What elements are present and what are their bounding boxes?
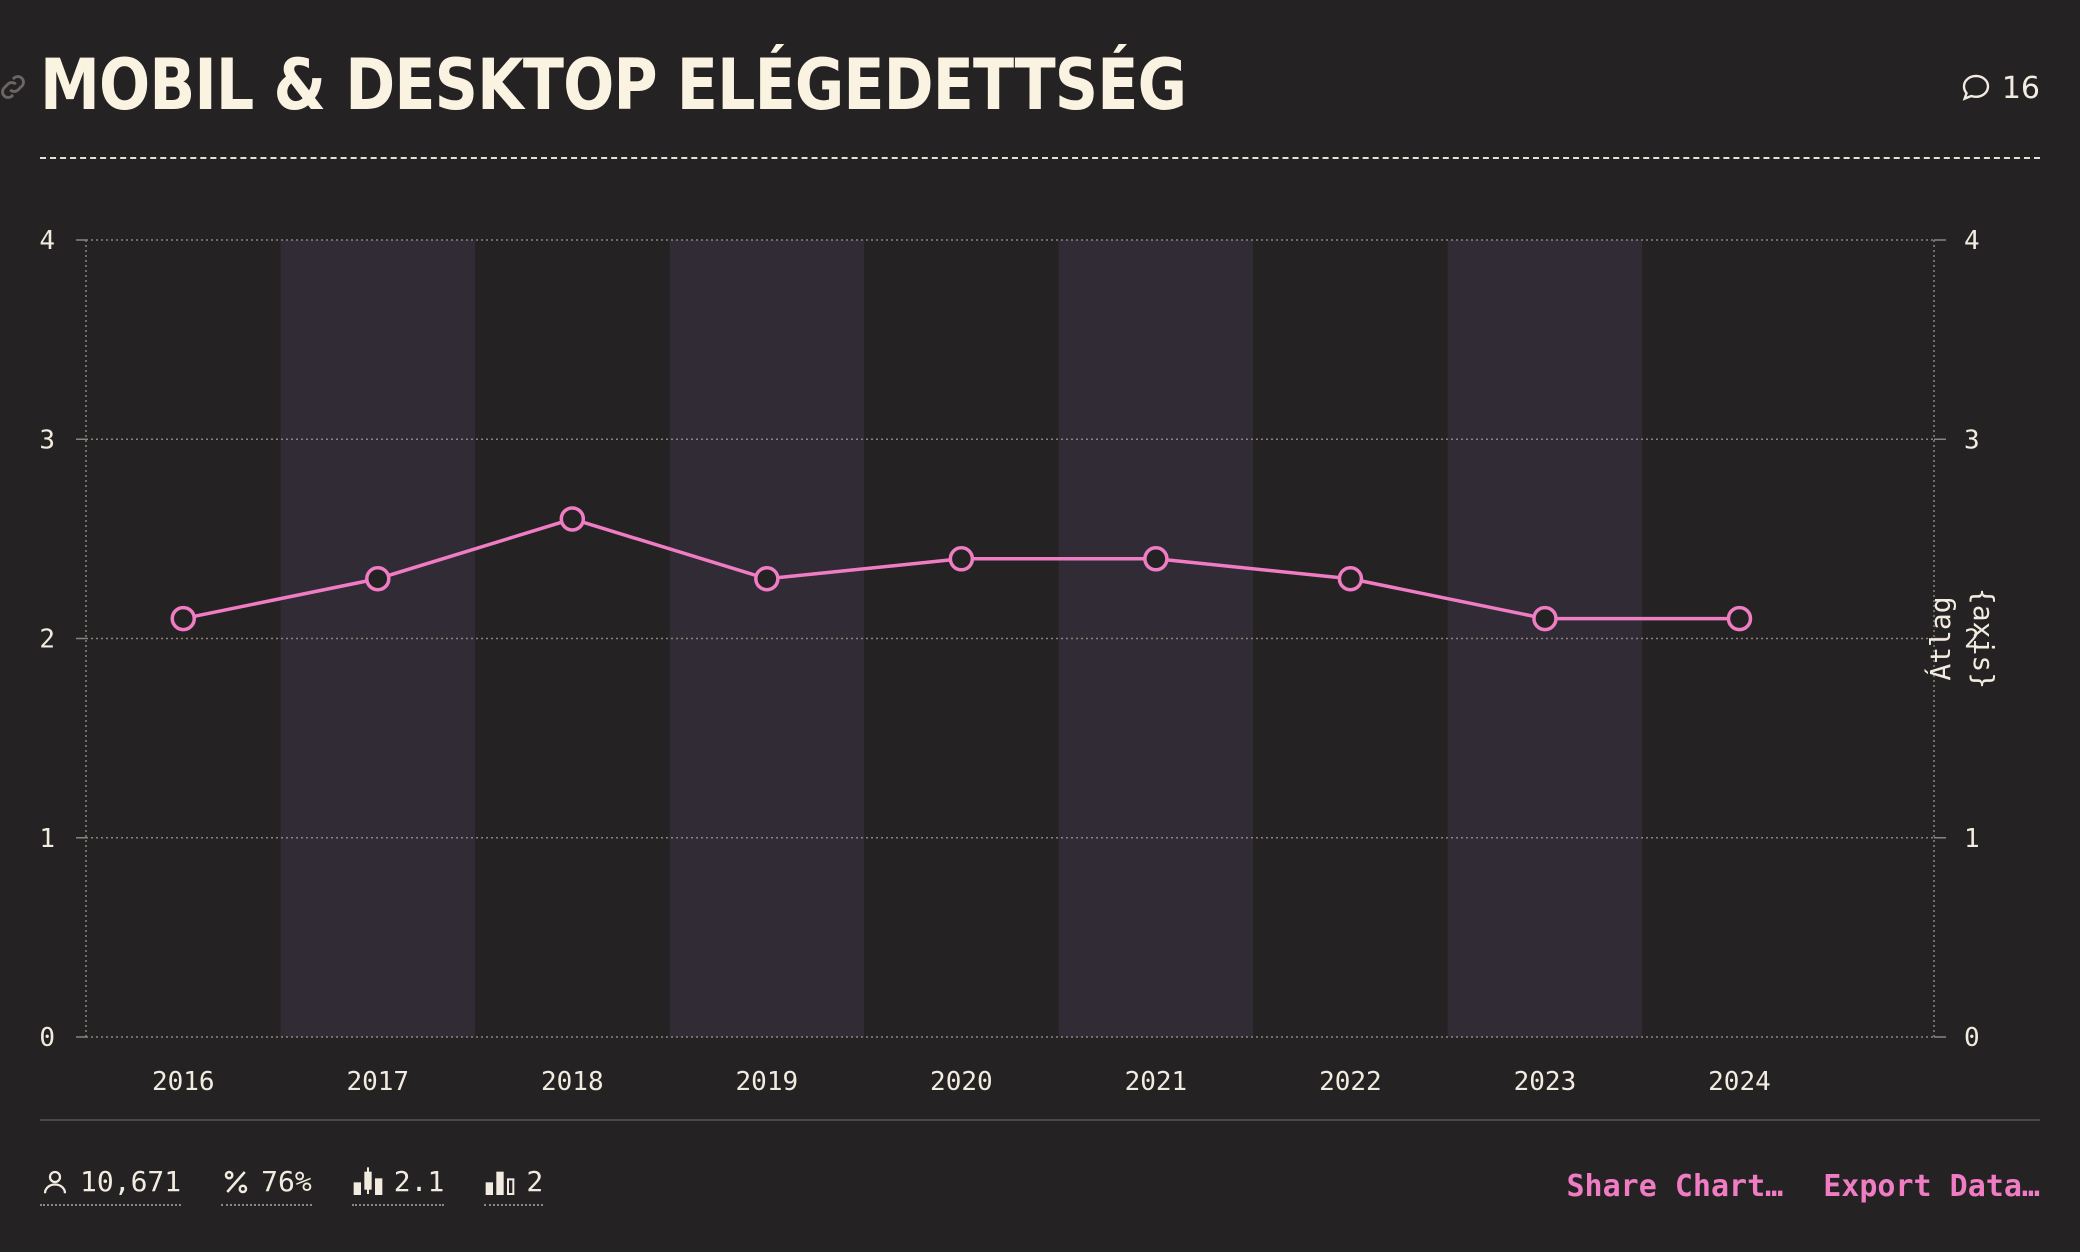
- stat-value: 76%: [261, 1165, 312, 1198]
- footer-divider: [40, 1119, 2040, 1121]
- y-tick-label-left: 2: [39, 625, 55, 655]
- candlestick-chart-icon: [353, 1166, 383, 1195]
- page-title: MOBIL & DESKTOP ELÉGEDETTSÉG: [40, 44, 1187, 126]
- x-tick-label: 2018: [541, 1067, 604, 1097]
- x-tick-label: 2020: [930, 1067, 993, 1097]
- data-point[interactable]: [1532, 605, 1558, 632]
- stat-respondents[interactable]: 10,671: [40, 1165, 182, 1206]
- data-point[interactable]: [559, 506, 586, 532]
- percent-icon: [224, 1170, 248, 1193]
- x-tick-label: 2016: [152, 1067, 215, 1097]
- x-tick-label: 2023: [1514, 1067, 1577, 1097]
- data-point[interactable]: [1337, 565, 1364, 592]
- y-tick-label-right: 1: [1964, 824, 1980, 854]
- comment-count: 16: [2001, 70, 2040, 106]
- line-chart: 0 0 1 1 2 2 3 3 4 4 2016 2017 2018 2019 2020 2021 2022 20…: [39, 226, 2000, 1097]
- category-band: [1447, 240, 1643, 1037]
- stats-bar: 10,671 76% 2.1 2: [40, 1165, 544, 1206]
- share-chart-link[interactable]: Share Chart…: [1566, 1169, 1784, 1204]
- stat-value: 10,671: [80, 1165, 182, 1198]
- y-tick-label-right: 2: [1964, 625, 1980, 655]
- data-point[interactable]: [1726, 605, 1753, 632]
- export-data-link[interactable]: Export Data…: [1823, 1169, 2040, 1204]
- y-tick-label-right: 3: [1964, 425, 1980, 455]
- stat-percentage[interactable]: 76%: [221, 1165, 312, 1206]
- data-point[interactable]: [365, 565, 391, 592]
- y-tick-label-right: 0: [1964, 1023, 1980, 1053]
- comment-icon: [1962, 74, 1990, 101]
- comments-button[interactable]: 16: [1960, 70, 2040, 106]
- bar-chart-icon: [485, 1171, 515, 1195]
- user-icon: [43, 1170, 67, 1193]
- data-point[interactable]: [754, 565, 780, 592]
- y-tick-label-left: 4: [39, 226, 55, 256]
- x-tick-label: 2024: [1708, 1067, 1771, 1097]
- y-axis-title: Átlag: [1923, 596, 1957, 680]
- y-tick-label-left: 3: [39, 425, 55, 455]
- x-tick-label: 2021: [1125, 1067, 1188, 1097]
- chart-header: MOBIL & DESKTOP ELÉGEDETTSÉG 16: [1, 40, 2040, 130]
- x-tick-label: 2017: [346, 1067, 409, 1097]
- y-tick-label-right: 4: [1964, 226, 1980, 256]
- stat-average[interactable]: 2.1: [351, 1165, 445, 1206]
- stat-value: 2: [526, 1165, 544, 1198]
- y-tick-label-left: 0: [39, 1023, 55, 1053]
- y-axis-placeholder-label: {axis}: [1967, 588, 2000, 689]
- header-divider: [40, 157, 2040, 159]
- data-point[interactable]: [170, 605, 197, 632]
- data-point[interactable]: [1143, 546, 1169, 572]
- y-tick-label-left: 1: [39, 824, 55, 854]
- link-icon[interactable]: [0, 70, 30, 104]
- x-tick-label: 2019: [736, 1067, 799, 1097]
- stat-median[interactable]: 2: [484, 1165, 544, 1206]
- x-tick-label: 2022: [1319, 1067, 1382, 1097]
- chart-actions: Share Chart… Export Data…: [1567, 1165, 2041, 1209]
- data-point[interactable]: [948, 546, 975, 572]
- stat-value: 2.1: [393, 1165, 445, 1198]
